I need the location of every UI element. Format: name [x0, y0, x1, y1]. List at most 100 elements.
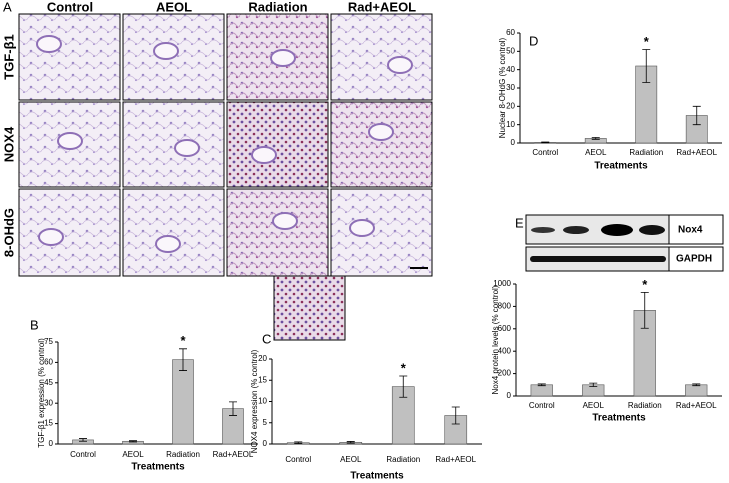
- y-tick-label: 0: [49, 439, 54, 448]
- bar: [530, 384, 553, 397]
- y-tick-label: 50: [506, 46, 515, 55]
- y-tick-label: 60: [44, 358, 53, 367]
- error-bar: [537, 383, 546, 387]
- y-tick-label: 40: [506, 65, 515, 74]
- y-tick-label: 60: [506, 28, 515, 37]
- x-tick-label: AEOL: [122, 450, 144, 459]
- column-header: Radiation: [248, 0, 307, 14]
- significance-marker: *: [401, 360, 407, 375]
- error-bar: [399, 375, 408, 398]
- y-tick-label: 20: [506, 101, 515, 110]
- error-bar: [451, 406, 460, 425]
- y-tick-label: 30: [44, 398, 53, 407]
- micrograph: [226, 101, 329, 188]
- error-bar: [179, 348, 187, 371]
- airway: [387, 56, 413, 74]
- micrograph: [330, 101, 433, 188]
- panel-label: B: [30, 317, 39, 332]
- airway: [153, 42, 179, 60]
- western-blot: Nox4 GAPDH: [525, 214, 724, 272]
- x-tick-label: AEOL: [340, 455, 362, 464]
- y-tick-label: 400: [498, 346, 512, 355]
- y-tick-label: 0: [511, 138, 516, 147]
- airway: [38, 228, 64, 246]
- micrograph: [226, 188, 329, 277]
- airway: [36, 35, 62, 53]
- y-axis-label: NOX4 expression (% control): [250, 349, 259, 453]
- airway: [349, 219, 375, 237]
- row-label: TGF-β1: [1, 34, 16, 80]
- row-label: 8-OHdG: [1, 208, 16, 257]
- y-axis-label: Nuclear 8-OHdG (% control): [498, 37, 507, 138]
- micrograph: [122, 188, 225, 277]
- x-tick-label: Radiation: [628, 401, 662, 410]
- error-bar: [591, 137, 600, 140]
- y-tick-label: 1000: [493, 279, 511, 288]
- x-tick-label: Radiation: [386, 455, 420, 464]
- x-tick-label: Radiation: [166, 450, 200, 459]
- y-tick-label: 20: [258, 354, 267, 363]
- y-tick-label: 5: [263, 418, 268, 427]
- y-tick-label: 15: [258, 375, 267, 384]
- x-axis-label: Treatments: [594, 161, 648, 172]
- x-axis-label: Treatments: [131, 462, 185, 473]
- significance-marker: *: [642, 277, 648, 292]
- column-header: Control: [47, 0, 93, 14]
- x-axis-label: Treatments: [592, 413, 646, 424]
- x-tick-label: Rad+AEOL: [676, 148, 717, 157]
- y-tick-label: 10: [258, 397, 267, 406]
- error-bar: [129, 440, 137, 443]
- airway: [155, 235, 181, 253]
- airway: [270, 49, 296, 67]
- airway: [272, 212, 298, 230]
- bar: [172, 359, 194, 445]
- airway: [368, 123, 394, 141]
- panel-label: E: [515, 215, 524, 230]
- y-tick-label: 600: [498, 324, 512, 333]
- bar: [685, 384, 708, 397]
- y-tick-label: 0: [263, 439, 268, 448]
- y-tick-label: 10: [506, 120, 515, 129]
- y-tick-label: 200: [498, 369, 512, 378]
- y-axis-label: Nox4 protein levels (% control): [491, 285, 500, 394]
- x-tick-label: Control: [70, 450, 96, 459]
- micrograph: [122, 101, 225, 188]
- error-bar: [692, 105, 701, 126]
- error-bar: [589, 382, 598, 387]
- error-bar: [294, 441, 303, 444]
- column-header: AEOL: [156, 0, 192, 14]
- micrograph: [18, 13, 121, 101]
- x-tick-label: AEOL: [583, 401, 605, 410]
- blot-label: Nox4: [678, 225, 703, 236]
- panel-label: A: [3, 0, 12, 14]
- y-tick-label: 15: [44, 419, 53, 428]
- error-bar: [642, 49, 651, 83]
- x-tick-label: Control: [285, 455, 311, 464]
- micrograph: [330, 13, 433, 101]
- micrograph: [330, 188, 433, 277]
- column-header: Rad+AEOL: [348, 0, 416, 14]
- x-tick-label: Rad+AEOL: [435, 455, 476, 464]
- blot-label: GAPDH: [676, 254, 712, 265]
- y-tick-label: 0: [507, 391, 512, 400]
- micrograph: [18, 188, 121, 277]
- x-tick-label: Control: [529, 401, 555, 410]
- y-tick-label: 45: [44, 378, 53, 387]
- panel-label: D: [529, 33, 538, 48]
- error-bar: [692, 383, 701, 387]
- y-axis-label: TGF-β1 expression (% control): [37, 338, 46, 448]
- y-tick-label: 30: [506, 83, 515, 92]
- airway: [57, 132, 83, 150]
- x-tick-label: Rad+AEOL: [213, 450, 254, 459]
- airway: [251, 146, 277, 164]
- error-bar: [79, 438, 87, 442]
- error-bar: [541, 141, 550, 144]
- y-tick-label: 800: [498, 302, 512, 311]
- error-bar: [640, 292, 649, 329]
- significance-marker: *: [180, 333, 186, 348]
- panel-label: C: [262, 331, 271, 346]
- x-tick-label: Rad+AEOL: [676, 401, 717, 410]
- error-bar: [346, 441, 355, 444]
- x-axis-label: Treatments: [350, 471, 404, 482]
